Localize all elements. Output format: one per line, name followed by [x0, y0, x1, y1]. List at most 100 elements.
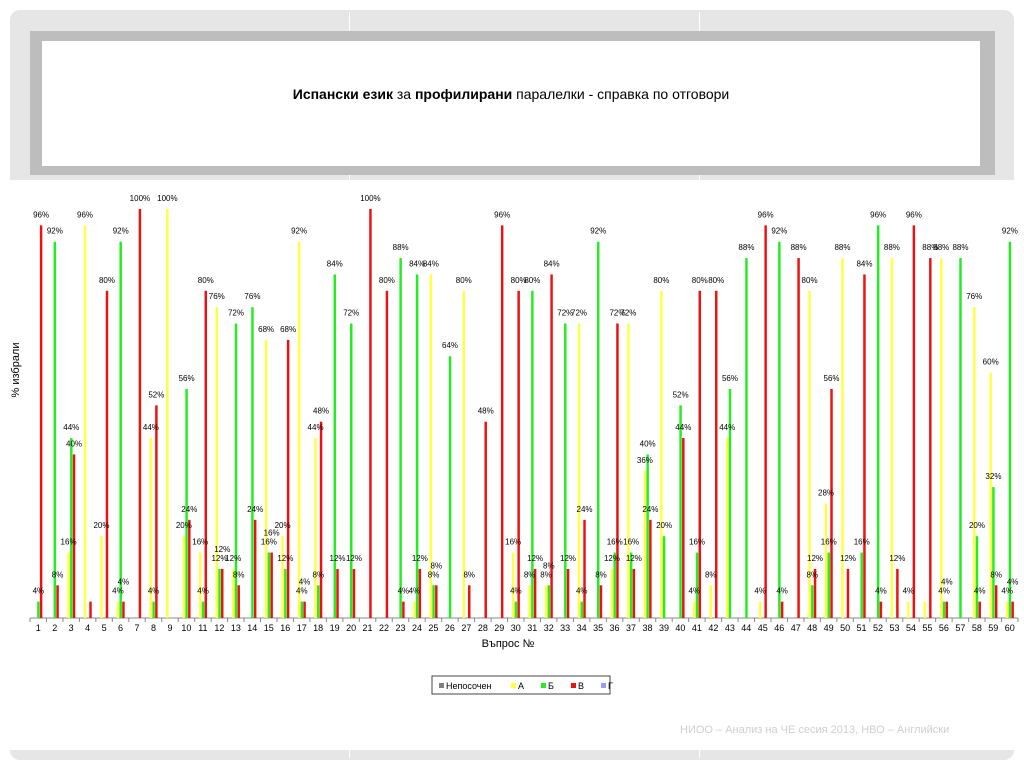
x-tick-label: 59 [988, 623, 998, 633]
data-label: 4% [33, 587, 45, 596]
data-label: 44% [719, 423, 735, 432]
bar-В-q15 [270, 552, 273, 618]
data-label: 4% [299, 578, 311, 587]
data-label: 68% [280, 325, 296, 334]
bar-Б-q32 [547, 585, 551, 618]
bar-chart: % избрали 4% 96% 1 92% 8% 2 16% 44% 40% 3 96% 4 20% 80… [10, 194, 1019, 695]
x-tick-label: 53 [889, 623, 899, 633]
data-label: 88% [884, 243, 900, 252]
x-tick-label: 51 [857, 623, 867, 633]
bar-Б-q56 [942, 601, 946, 618]
x-tick-label: 52 [873, 623, 883, 633]
bar-А-q10 [182, 536, 186, 618]
x-tick-label: 43 [725, 623, 735, 633]
bar-А-q54 [907, 601, 910, 618]
x-tick-label: 20 [346, 623, 356, 633]
x-tick-label: 56 [939, 623, 949, 633]
data-label: 4% [409, 587, 421, 596]
bar-Б-q39 [662, 536, 666, 618]
legend-label: А [518, 681, 524, 691]
x-tick-label: 19 [330, 623, 340, 633]
bar-А-q11 [199, 552, 202, 618]
bar-А-q36 [610, 568, 614, 618]
bar-В-q49 [830, 388, 833, 618]
bar-В-q1 [39, 225, 43, 619]
bar-Б-q36 [613, 552, 616, 618]
bar-В-q28 [484, 421, 487, 618]
x-tick-label: 11 [198, 623, 207, 633]
data-label: 8% [990, 570, 1002, 579]
bar-Б-q43 [728, 388, 732, 618]
bar-Б-q40 [679, 405, 682, 618]
bar-Б-q26 [448, 356, 452, 618]
data-label: 96% [906, 210, 922, 219]
data-label: 16% [821, 538, 837, 547]
bar-В-q12 [221, 568, 224, 618]
data-label: 80% [198, 276, 214, 285]
x-tick-label: 31 [527, 623, 537, 633]
x-tick-label: 18 [313, 623, 323, 633]
bar-В-q16 [286, 339, 290, 618]
bar-А-q18 [314, 438, 317, 618]
bar-А-q31 [528, 585, 531, 618]
data-label: 8% [807, 570, 819, 579]
x-tick-label: 41 [692, 623, 702, 633]
bar-В-q11 [204, 290, 208, 618]
data-label: 12% [560, 554, 576, 563]
bar-Б-q38 [646, 454, 649, 618]
data-label: 40% [66, 439, 82, 448]
bar-В-q51 [863, 274, 866, 618]
bar-Б-q57 [959, 258, 962, 618]
legend-label: Непосочен [446, 681, 491, 691]
bar-В-q5 [105, 290, 109, 618]
bar-А-q4 [83, 225, 87, 619]
data-label: 4% [296, 587, 308, 596]
x-tick-label: 1 [36, 623, 41, 633]
x-tick-label: 8 [151, 623, 156, 633]
bar-В-q60 [1011, 601, 1014, 618]
x-tick-label: 21 [363, 623, 373, 633]
bar-А-q59 [989, 372, 992, 618]
data-label: 100% [130, 194, 150, 203]
bar-В-q13 [237, 585, 240, 618]
x-tick-label: 23 [395, 623, 405, 633]
bar-Б-q34 [580, 601, 584, 618]
data-label: 80% [379, 276, 395, 285]
data-label: 8% [543, 561, 555, 570]
data-label: 4% [1001, 587, 1013, 596]
data-label: 88% [791, 243, 807, 252]
data-label: 96% [494, 210, 510, 219]
data-label: 4% [754, 587, 766, 596]
data-label: 80% [708, 276, 724, 285]
x-tick-label: 40 [675, 623, 685, 633]
title-connector: за [392, 85, 415, 102]
bar-Б-q41 [695, 552, 699, 618]
data-label: 100% [157, 194, 177, 203]
data-label: 4% [903, 587, 915, 596]
bar-Б-q51 [860, 552, 863, 618]
data-label: 56% [722, 374, 738, 383]
data-label: 4% [1007, 578, 1019, 587]
bar-Б-q58 [975, 536, 979, 618]
bar-В-q56 [945, 601, 949, 618]
x-tick-label: 37 [626, 623, 636, 633]
data-label: 72% [557, 309, 573, 318]
bar-Б-q60 [1008, 241, 1012, 618]
bar-А-q5 [100, 536, 103, 618]
data-label: 72% [571, 309, 587, 318]
data-label: 84% [856, 259, 872, 268]
data-label: 76% [209, 292, 225, 301]
bar-В-q29 [500, 225, 504, 619]
data-label: 80% [524, 276, 540, 285]
x-tick-label: 4 [85, 623, 90, 633]
bar-В-q46 [780, 601, 784, 618]
bar-А-q15 [264, 339, 268, 618]
bar-Б-q11 [201, 601, 205, 618]
bar-В-q50 [846, 568, 850, 618]
data-label: 20% [93, 521, 109, 530]
data-label: 16% [623, 538, 639, 547]
bar-В-q58 [978, 601, 981, 618]
data-label: 20% [275, 521, 291, 530]
bar-А-q60 [1005, 601, 1009, 618]
x-tick-label: 13 [231, 623, 241, 633]
